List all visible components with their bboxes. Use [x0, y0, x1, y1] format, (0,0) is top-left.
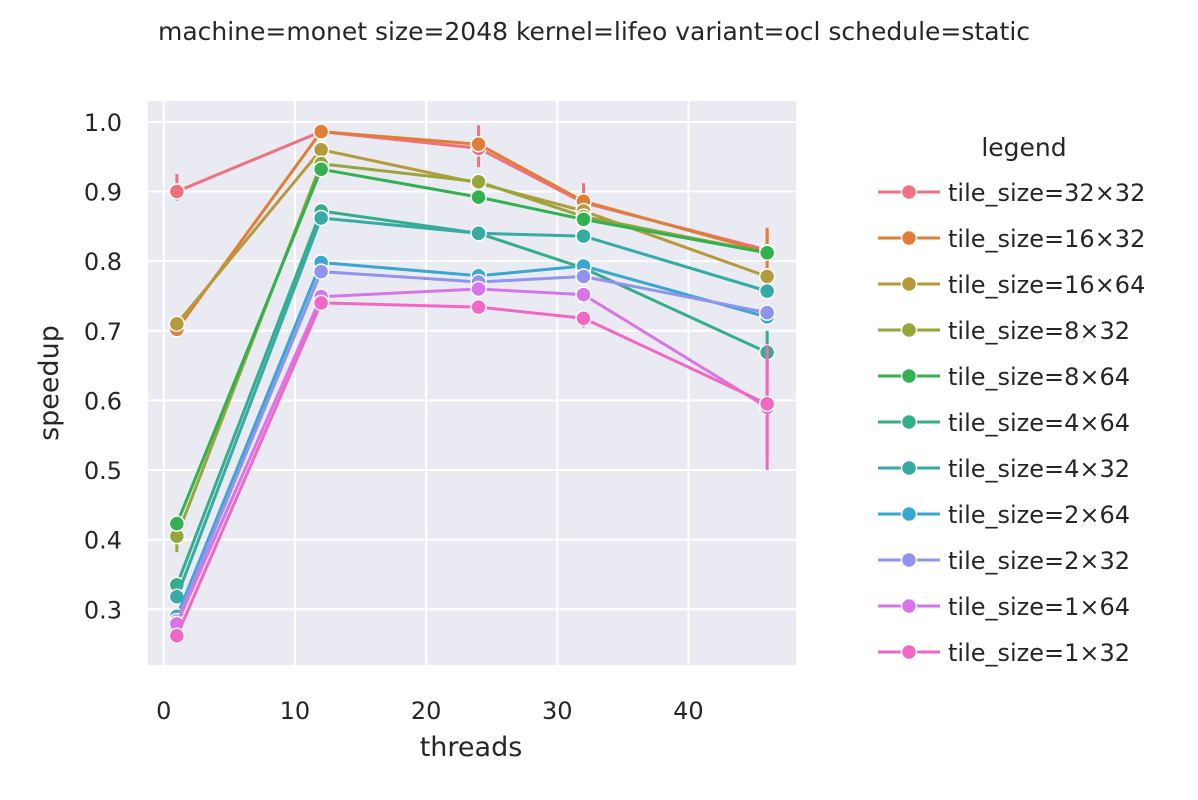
- legend-label: tile_size=2×64: [948, 501, 1130, 529]
- legend-marker: [900, 229, 918, 247]
- data-point: [168, 627, 186, 645]
- legend-item: tile_size=16×32: [878, 225, 1145, 253]
- legend-marker: [900, 413, 918, 431]
- legend-marker: [900, 183, 918, 201]
- data-point: [312, 209, 330, 227]
- y-tick-label: 0.6: [84, 387, 122, 415]
- legend-label: tile_size=2×32: [948, 547, 1130, 575]
- legend-item: tile_size=1×64: [878, 593, 1130, 621]
- y-tick-label: 0.4: [84, 527, 122, 555]
- legend-item: tile_size=8×64: [878, 363, 1130, 391]
- legend-marker: [900, 597, 918, 615]
- x-tick-labels: 0 10 20 30 40: [156, 697, 704, 725]
- y-tick-label: 0.7: [84, 318, 122, 346]
- data-point: [470, 188, 487, 206]
- legend-title: legend: [981, 133, 1066, 162]
- data-point: [470, 225, 487, 242]
- y-axis-label: speedup: [34, 325, 65, 441]
- legend-label: tile_size=16×32: [948, 225, 1145, 253]
- data-point: [575, 268, 592, 285]
- data-point: [312, 123, 330, 140]
- legend-label: tile_size=16×64: [948, 271, 1145, 299]
- x-tick-label: 40: [673, 697, 704, 725]
- legend: legend tile_size=32×32tile_size=16×32til…: [878, 133, 1145, 667]
- y-tick-label: 0.8: [84, 248, 122, 276]
- chart-title: machine=monet size=2048 kernel=lifeo var…: [158, 17, 1030, 46]
- series-group: [168, 209, 776, 606]
- data-point: [470, 173, 487, 191]
- data-point: [312, 160, 330, 178]
- data-point: [168, 183, 186, 200]
- series-group: [168, 294, 776, 645]
- data-point: [575, 286, 592, 303]
- data-point: [575, 309, 592, 327]
- legend-label: tile_size=1×64: [948, 593, 1130, 621]
- y-tick-labels: 0.3 0.4 0.5 0.6 0.7 0.8 0.9 1.0: [84, 109, 122, 624]
- data-point: [470, 280, 487, 298]
- data-point: [575, 227, 592, 245]
- legend-label: tile_size=4×64: [948, 409, 1130, 437]
- y-tick-label: 0.5: [84, 457, 122, 485]
- data-point: [312, 263, 330, 280]
- legend-item: tile_size=4×32: [878, 455, 1130, 483]
- legend-marker: [900, 275, 918, 293]
- legend-item: tile_size=1×32: [878, 639, 1130, 667]
- x-tick-label: 30: [542, 697, 573, 725]
- legend-item: tile_size=16×64: [878, 271, 1145, 299]
- data-point: [758, 268, 776, 285]
- series-group: [168, 160, 776, 532]
- legend-marker: [900, 367, 918, 385]
- data-point: [470, 298, 487, 316]
- legend-label: tile_size=32×32: [948, 179, 1145, 207]
- y-tick-label: 0.9: [84, 179, 122, 207]
- series-layer: [168, 123, 776, 645]
- legend-item: tile_size=8×32: [878, 317, 1130, 345]
- y-tick-label: 1.0: [84, 109, 122, 137]
- data-point: [470, 135, 487, 153]
- legend-label: tile_size=4×32: [948, 455, 1130, 483]
- legend-marker: [900, 643, 918, 661]
- legend-item: tile_size=2×64: [878, 501, 1130, 529]
- legend-item: tile_size=32×32: [878, 179, 1145, 207]
- legend-item: tile_size=2×32: [878, 547, 1130, 575]
- x-axis-label: threads: [420, 732, 523, 763]
- grid: [148, 101, 796, 665]
- legend-marker: [900, 459, 918, 477]
- legend-label: tile_size=8×32: [948, 317, 1130, 345]
- legend-label: tile_size=1×32: [948, 639, 1130, 667]
- data-point: [168, 515, 186, 532]
- x-tick-label: 20: [411, 697, 442, 725]
- data-point: [758, 282, 776, 300]
- y-tick-label: 0.3: [84, 596, 122, 624]
- legend-marker: [900, 505, 918, 523]
- legend-item: tile_size=4×64: [878, 409, 1130, 437]
- data-point: [758, 244, 776, 262]
- data-point: [312, 294, 330, 312]
- legend-marker: [900, 551, 918, 569]
- legend-marker: [900, 321, 918, 339]
- legend-label: tile_size=8×64: [948, 363, 1130, 391]
- legend-items: tile_size=32×32 tile_size=16×32 tile_size=…: [878, 179, 1145, 667]
- data-point: [575, 211, 592, 228]
- data-point: [758, 395, 776, 413]
- x-tick-label: 0: [156, 697, 171, 725]
- data-point: [758, 304, 776, 321]
- x-tick-label: 10: [280, 697, 311, 725]
- data-point: [312, 141, 330, 158]
- data-point: [168, 315, 186, 333]
